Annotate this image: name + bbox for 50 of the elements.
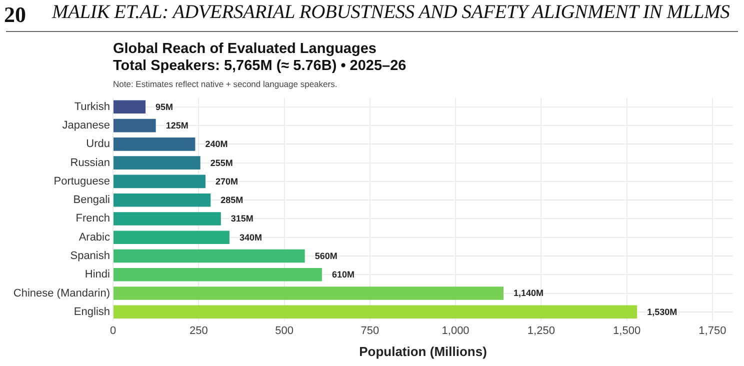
data-label: 255M [210, 158, 233, 168]
data-label: 240M [205, 139, 228, 150]
bar [114, 174, 206, 188]
x-tick-label: 0 [110, 324, 116, 337]
data-label: 340M [239, 232, 262, 242]
bar [114, 100, 146, 114]
y-tick-label: Russian [70, 156, 110, 169]
data-label: 270M [215, 176, 238, 186]
data-label: 610M [332, 270, 354, 280]
x-tick-label: 500 [275, 324, 294, 337]
x-tick-label: 1,750 [698, 324, 726, 337]
bar [114, 138, 196, 151]
bar [114, 156, 200, 170]
y-tick-label: Bengali [73, 194, 110, 206]
x-tick-label: 1,000 [442, 324, 470, 337]
x-axis-title: Population (Millions) [359, 344, 487, 359]
data-label: 285M [220, 195, 244, 206]
bar [114, 212, 221, 226]
chart-title: Global Reach of Evaluated Languages [113, 41, 378, 58]
data-label: 1,140M [513, 288, 544, 298]
bar [114, 286, 504, 300]
y-tick-label: Portuguese [54, 175, 110, 188]
x-tick-label: 1,250 [527, 324, 555, 337]
y-tick-label: Chinese (Mandarin) [13, 287, 110, 300]
data-label: 95M [156, 102, 174, 112]
bar [114, 230, 230, 244]
x-tick-label: 250 [189, 324, 208, 337]
data-label: 315M [230, 214, 254, 224]
x-tick-label: 750 [360, 324, 380, 337]
y-tick-label: French [76, 212, 110, 225]
bar [114, 249, 305, 263]
y-tick-label: Spanish [70, 250, 110, 262]
chart-subtitle: Total Speakers: 5,765M (≈ 5.76B) • 2025–26 [113, 58, 406, 75]
x-tick-label: 1,500 [613, 324, 641, 337]
y-tick-label: Japanese [62, 120, 110, 132]
text: 20 [4, 2, 26, 28]
y-tick-label: English [74, 306, 110, 318]
y-tick-label: Hindi [84, 268, 110, 281]
data-label: 1,530M [647, 306, 678, 317]
y-tick-label: Urdu [86, 138, 110, 150]
bar [114, 268, 322, 282]
y-tick-label: Arabic [78, 231, 110, 244]
data-label: 560M [314, 250, 338, 261]
data-label: 125M [166, 120, 188, 131]
bar [114, 118, 156, 132]
bar [114, 305, 638, 319]
y-tick-label: Turkish [74, 100, 110, 113]
bar [114, 193, 211, 207]
text: MALIK ET.AL: ADVERSARIAL ROBUSTNESS AND SAFETY ALIGNMENT IN MLLMS [52, 2, 730, 24]
text: Note: Estimates reflect native + second language speakers. [113, 79, 338, 89]
